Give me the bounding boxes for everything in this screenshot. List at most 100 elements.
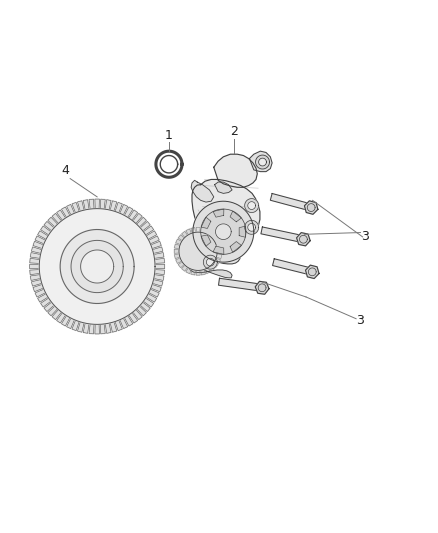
Polygon shape — [30, 253, 40, 259]
Polygon shape — [137, 306, 146, 316]
Polygon shape — [72, 203, 79, 213]
Polygon shape — [258, 158, 266, 166]
Polygon shape — [212, 262, 218, 268]
Polygon shape — [174, 249, 179, 253]
Polygon shape — [176, 258, 182, 263]
Polygon shape — [78, 201, 84, 211]
Polygon shape — [38, 294, 48, 302]
Polygon shape — [61, 207, 70, 217]
Polygon shape — [305, 265, 319, 279]
Polygon shape — [48, 217, 57, 227]
Polygon shape — [124, 207, 133, 217]
Polygon shape — [143, 226, 154, 235]
Polygon shape — [33, 285, 43, 292]
Polygon shape — [100, 199, 105, 209]
Polygon shape — [191, 228, 195, 233]
Polygon shape — [115, 320, 122, 330]
Polygon shape — [209, 265, 215, 271]
Polygon shape — [60, 230, 134, 303]
Polygon shape — [250, 151, 272, 172]
Polygon shape — [152, 280, 163, 286]
Polygon shape — [149, 289, 159, 297]
Polygon shape — [255, 281, 269, 294]
Polygon shape — [174, 254, 180, 259]
Polygon shape — [48, 306, 57, 316]
Polygon shape — [72, 320, 79, 330]
Polygon shape — [44, 302, 54, 312]
Polygon shape — [255, 155, 269, 169]
Text: 1: 1 — [165, 128, 173, 142]
Polygon shape — [176, 239, 182, 245]
Text: 2: 2 — [230, 125, 238, 138]
Polygon shape — [38, 231, 48, 239]
Polygon shape — [115, 203, 122, 213]
Polygon shape — [230, 241, 241, 252]
Polygon shape — [261, 227, 304, 243]
Polygon shape — [215, 239, 220, 245]
Polygon shape — [201, 270, 205, 275]
Polygon shape — [105, 200, 111, 210]
Polygon shape — [245, 220, 258, 235]
Polygon shape — [71, 240, 123, 293]
Polygon shape — [187, 242, 240, 264]
Polygon shape — [216, 244, 222, 248]
Polygon shape — [30, 270, 40, 274]
Polygon shape — [196, 270, 200, 275]
Polygon shape — [95, 199, 99, 208]
Polygon shape — [155, 270, 165, 274]
Polygon shape — [39, 208, 155, 325]
Polygon shape — [30, 264, 39, 269]
Polygon shape — [174, 244, 180, 248]
Polygon shape — [120, 205, 127, 215]
Polygon shape — [270, 193, 312, 211]
Polygon shape — [52, 213, 61, 223]
Polygon shape — [248, 223, 255, 231]
Polygon shape — [154, 274, 164, 280]
Polygon shape — [205, 268, 210, 273]
Polygon shape — [81, 250, 114, 283]
Polygon shape — [57, 313, 66, 323]
Polygon shape — [41, 226, 51, 235]
Polygon shape — [182, 231, 187, 237]
Polygon shape — [201, 228, 205, 233]
Polygon shape — [105, 323, 111, 333]
Polygon shape — [110, 201, 117, 211]
Polygon shape — [110, 322, 117, 332]
Polygon shape — [191, 270, 195, 275]
Polygon shape — [217, 249, 222, 253]
Polygon shape — [215, 182, 232, 193]
Polygon shape — [196, 228, 200, 232]
Polygon shape — [304, 201, 318, 214]
Polygon shape — [193, 201, 254, 262]
Polygon shape — [178, 262, 184, 268]
Polygon shape — [191, 180, 214, 202]
Text: 4: 4 — [62, 164, 70, 177]
Polygon shape — [140, 302, 150, 312]
Polygon shape — [154, 253, 164, 259]
Polygon shape — [201, 235, 211, 246]
Polygon shape — [89, 199, 94, 209]
Polygon shape — [32, 280, 42, 286]
Polygon shape — [182, 265, 187, 271]
Polygon shape — [33, 241, 43, 248]
Polygon shape — [151, 285, 161, 292]
Polygon shape — [186, 268, 191, 273]
Polygon shape — [179, 232, 217, 270]
Polygon shape — [151, 241, 161, 248]
Polygon shape — [133, 310, 142, 320]
Polygon shape — [67, 318, 74, 328]
Polygon shape — [124, 316, 133, 326]
Polygon shape — [140, 221, 150, 231]
Polygon shape — [129, 313, 138, 323]
Polygon shape — [230, 211, 241, 222]
Polygon shape — [205, 229, 210, 235]
Polygon shape — [149, 236, 159, 244]
Polygon shape — [239, 226, 245, 237]
Polygon shape — [35, 236, 46, 244]
Polygon shape — [245, 199, 258, 213]
Polygon shape — [32, 247, 42, 253]
Polygon shape — [57, 210, 66, 220]
Polygon shape — [155, 264, 165, 269]
Polygon shape — [143, 298, 154, 307]
Polygon shape — [30, 274, 40, 280]
